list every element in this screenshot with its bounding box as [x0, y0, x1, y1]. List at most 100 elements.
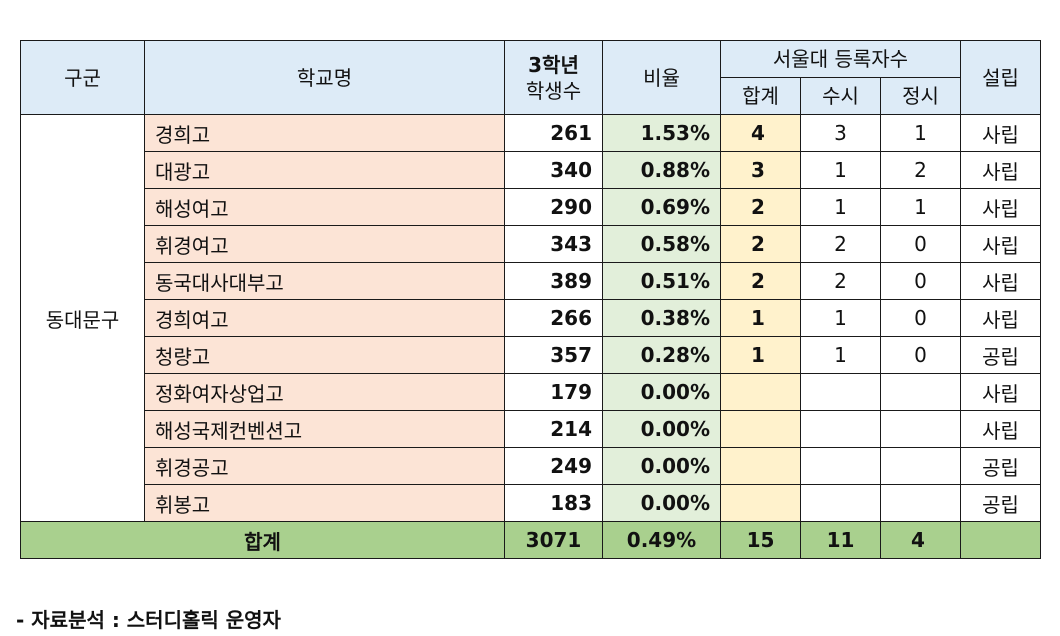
header-students-line2: 학생수 — [525, 78, 582, 103]
founding-type: 사립 — [960, 373, 1041, 411]
snu-regular: 1 — [880, 188, 961, 226]
snu-early: 1 — [800, 299, 881, 337]
snu-regular: 0 — [880, 336, 961, 374]
table-row: 동대문구 경희고 261 1.53% 4 3 1 사립 — [20, 114, 1041, 522]
snu-admissions-table: 구군 학교명 3학년 학생수 비율 서울대 등록자수 설립 합계 수시 정시 동… — [20, 40, 1041, 559]
snu-total: 2 — [720, 262, 801, 300]
snu-total — [720, 410, 801, 448]
student-count: 183 — [504, 484, 603, 522]
ratio-value: 1.53% — [602, 114, 721, 152]
student-count: 357 — [504, 336, 603, 374]
snu-regular — [880, 447, 961, 485]
snu-early: 1 — [800, 336, 881, 374]
snu-total: 2 — [720, 225, 801, 263]
snu-total: 4 — [720, 114, 801, 152]
snu-total: 1 — [720, 336, 801, 374]
table-row: 경희여고 266 0.38% 1 1 0 사립 — [21, 299, 1041, 337]
founding-type: 사립 — [960, 151, 1041, 189]
snu-total: 3 — [720, 151, 801, 189]
header-students-line1: 3학년 — [528, 52, 579, 77]
snu-regular: 0 — [880, 225, 961, 263]
student-count: 214 — [504, 410, 603, 448]
snu-regular: 0 — [880, 262, 961, 300]
student-count: 389 — [504, 262, 603, 300]
ratio-value: 0.88% — [602, 151, 721, 189]
school-name: 경희여고 — [144, 299, 505, 337]
header-students: 3학년 학생수 — [504, 40, 603, 115]
ratio-value: 0.00% — [602, 410, 721, 448]
total-early: 11 — [800, 521, 881, 559]
snu-regular: 1 — [880, 114, 961, 152]
snu-total: 2 — [720, 188, 801, 226]
founding-type: 공립 — [960, 447, 1041, 485]
founding-type: 사립 — [960, 114, 1041, 152]
snu-total — [720, 373, 801, 411]
student-count: 343 — [504, 225, 603, 263]
snu-early: 2 — [800, 262, 881, 300]
snu-early — [800, 410, 881, 448]
school-name: 동국대사대부고 — [144, 262, 505, 300]
snu-early: 3 — [800, 114, 881, 152]
snu-early — [800, 373, 881, 411]
table-row: 정화여자상업고 179 0.00% 사립 — [21, 373, 1041, 411]
table-row: 해성여고 290 0.69% 2 1 1 사립 — [21, 188, 1041, 226]
snu-early: 1 — [800, 151, 881, 189]
ratio-value: 0.00% — [602, 484, 721, 522]
snu-total: 1 — [720, 299, 801, 337]
snu-regular: 2 — [880, 151, 961, 189]
snu-regular — [880, 373, 961, 411]
student-count: 261 — [504, 114, 603, 152]
ratio-value: 0.00% — [602, 447, 721, 485]
total-ratio: 0.49% — [602, 521, 721, 559]
student-count: 249 — [504, 447, 603, 485]
ratio-value: 0.58% — [602, 225, 721, 263]
table-row: 동국대사대부고 389 0.51% 2 2 0 사립 — [21, 262, 1041, 300]
total-regular: 4 — [880, 521, 961, 559]
header-district: 구군 — [20, 40, 145, 115]
table-row: 휘경공고 249 0.00% 공립 — [21, 447, 1041, 485]
source-footnote: - 자료분석 : 스터디홀릭 운영자 — [16, 608, 281, 632]
snu-total — [720, 484, 801, 522]
founding-type: 사립 — [960, 299, 1041, 337]
founding-type: 사립 — [960, 188, 1041, 226]
ratio-value: 0.00% — [602, 373, 721, 411]
snu-total — [720, 447, 801, 485]
table-row: 대광고 340 0.88% 3 1 2 사립 — [21, 151, 1041, 189]
student-count: 340 — [504, 151, 603, 189]
student-count: 290 — [504, 188, 603, 226]
header-ratio: 비율 — [602, 40, 721, 115]
table-row: 해성국제컨벤션고 214 0.00% 사립 — [21, 410, 1041, 448]
snu-regular — [880, 410, 961, 448]
total-type — [960, 521, 1041, 559]
student-count: 266 — [504, 299, 603, 337]
total-row: 합계 3071 0.49% 15 11 4 — [20, 521, 1041, 559]
school-name: 해성국제컨벤션고 — [144, 410, 505, 448]
snu-early — [800, 447, 881, 485]
school-name: 해성여고 — [144, 188, 505, 226]
header-total: 합계 — [720, 77, 801, 115]
total-label: 합계 — [20, 521, 505, 559]
snu-regular — [880, 484, 961, 522]
school-name: 경희고 — [144, 114, 505, 152]
snu-early: 1 — [800, 188, 881, 226]
school-name: 휘경여고 — [144, 225, 505, 263]
founding-type: 공립 — [960, 484, 1041, 522]
total-sum: 15 — [720, 521, 801, 559]
founding-type: 사립 — [960, 262, 1041, 300]
school-name: 휘경공고 — [144, 447, 505, 485]
ratio-value: 0.28% — [602, 336, 721, 374]
snu-regular: 0 — [880, 299, 961, 337]
school-name: 정화여자상업고 — [144, 373, 505, 411]
founding-type: 사립 — [960, 410, 1041, 448]
school-name: 청량고 — [144, 336, 505, 374]
total-students: 3071 — [504, 521, 603, 559]
header-school: 학교명 — [144, 40, 505, 115]
founding-type: 사립 — [960, 225, 1041, 263]
district-cell: 동대문구 — [20, 114, 145, 522]
table-row: 청량고 357 0.28% 1 1 0 공립 — [21, 336, 1041, 374]
table-row: 휘경여고 343 0.58% 2 2 0 사립 — [21, 225, 1041, 263]
school-name: 휘봉고 — [144, 484, 505, 522]
table-row: 휘봉고 183 0.00% 공립 — [21, 484, 1041, 522]
ratio-value: 0.69% — [602, 188, 721, 226]
header-snu-group: 서울대 등록자수 — [720, 40, 961, 78]
